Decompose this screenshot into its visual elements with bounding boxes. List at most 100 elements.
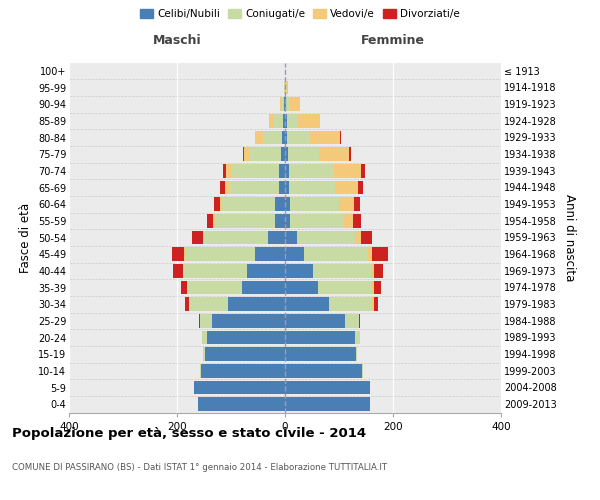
Bar [361,230,373,244]
Bar [373,298,374,311]
Bar [329,298,373,311]
Bar [184,248,185,261]
Bar [344,214,353,228]
Bar [263,130,283,144]
Bar [319,148,349,161]
Bar [310,130,340,144]
Bar [361,164,365,177]
Bar [243,148,244,161]
Bar [256,130,263,144]
Text: Popolazione per età, sesso e stato civile - 2014: Popolazione per età, sesso e stato civil… [12,428,366,440]
Bar [285,180,289,194]
Bar [224,180,229,194]
Bar [287,130,310,144]
Bar [220,198,223,211]
Bar [172,248,184,261]
Bar [283,114,285,128]
Bar [355,230,361,244]
Y-axis label: Fasce di età: Fasce di età [19,202,32,272]
Bar [374,264,383,278]
Bar [289,180,335,194]
Bar [335,180,358,194]
Bar [286,98,290,111]
Bar [173,264,183,278]
Bar [285,230,297,244]
Bar [339,198,354,211]
Bar [226,164,231,177]
Bar [374,280,380,294]
Bar [289,164,334,177]
Bar [319,280,373,294]
Bar [368,248,372,261]
Bar [374,298,378,311]
Bar [285,80,286,94]
Bar [213,214,215,228]
Bar [188,280,242,294]
Bar [268,230,285,244]
Bar [244,148,250,161]
Bar [285,130,287,144]
Bar [285,248,304,261]
Bar [285,364,362,378]
Bar [290,198,339,211]
Text: Femmine: Femmine [361,34,425,48]
Bar [288,148,319,161]
Bar [223,198,275,211]
Bar [229,180,278,194]
Bar [285,148,288,161]
Bar [287,114,298,128]
Bar [206,330,285,344]
Bar [197,398,285,411]
Bar [286,80,288,94]
Bar [358,180,363,194]
Bar [205,348,285,361]
Bar [340,130,341,144]
Bar [285,298,329,311]
Y-axis label: Anni di nascita: Anni di nascita [563,194,576,281]
Bar [290,98,299,111]
Bar [285,330,355,344]
Bar [285,380,370,394]
Bar [204,230,268,244]
Bar [202,364,285,378]
Bar [214,198,220,211]
Bar [185,298,189,311]
Bar [202,330,206,344]
Bar [356,348,358,361]
Bar [372,248,388,261]
Bar [285,280,319,294]
Bar [285,398,370,411]
Bar [313,264,371,278]
Bar [346,314,359,328]
Bar [278,164,285,177]
Bar [282,98,284,111]
Bar [285,164,289,177]
Bar [371,264,374,278]
Bar [231,164,278,177]
Bar [203,230,204,244]
Bar [278,180,285,194]
Bar [206,214,213,228]
Bar [297,230,355,244]
Bar [362,364,363,378]
Bar [192,230,203,244]
Bar [349,148,352,161]
Bar [281,148,285,161]
Bar [190,298,229,311]
Bar [229,298,285,311]
Bar [298,114,320,128]
Bar [275,198,285,211]
Text: COMUNE DI PASSIRANO (BS) - Dati ISTAT 1° gennaio 2014 - Elaborazione TUTTITALIA.: COMUNE DI PASSIRANO (BS) - Dati ISTAT 1°… [12,462,387,471]
Bar [274,114,283,128]
Bar [200,314,212,328]
Bar [334,164,361,177]
Text: Maschi: Maschi [152,34,202,48]
Bar [280,98,282,111]
Bar [203,348,205,361]
Bar [285,264,313,278]
Bar [290,214,344,228]
Bar [285,348,356,361]
Bar [285,214,290,228]
Legend: Celibi/Nubili, Coniugati/e, Vedovi/e, Divorziati/e: Celibi/Nubili, Coniugati/e, Vedovi/e, Di… [136,5,464,24]
Bar [285,198,290,211]
